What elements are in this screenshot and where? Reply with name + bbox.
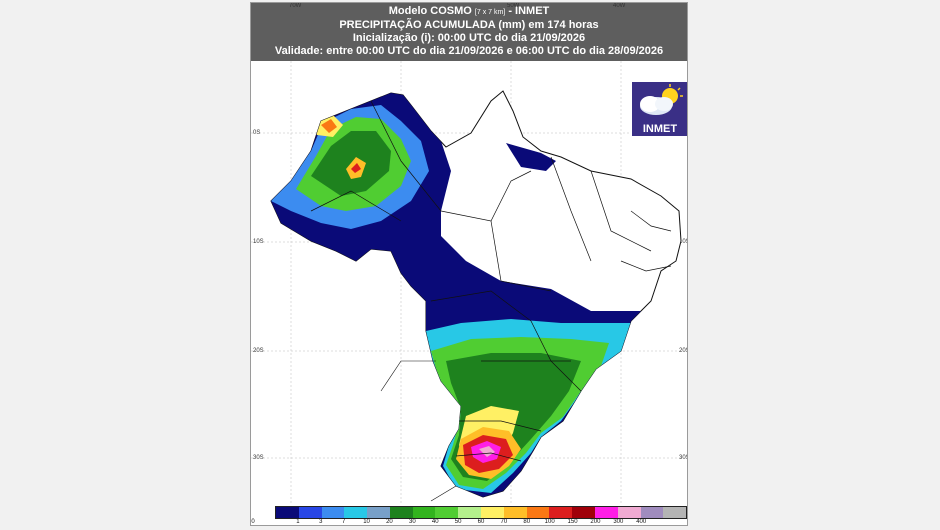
colorbar-swatch xyxy=(481,507,504,518)
colorbar-tick-label: 100 xyxy=(544,519,555,525)
map-panel: Modelo COSMO [7 x 7 km] - INMET PRECIPIT… xyxy=(250,2,688,526)
neighbor-borders xyxy=(380,360,457,502)
lat-label-30s: 30S xyxy=(253,455,264,461)
validity-line: Validade: entre 00:00 UTC do dia 21/09/2… xyxy=(274,45,664,57)
colorbar-swatch xyxy=(640,507,664,518)
colorbar-swatch xyxy=(663,507,687,518)
precipitation-colorbar xyxy=(275,506,687,519)
colorbar-tick-label: 0 xyxy=(251,519,255,525)
colorbar-tick-label: 3 xyxy=(319,519,323,525)
colorbar-tick-label: 40 xyxy=(431,519,439,525)
colorbar-swatch xyxy=(458,507,482,518)
colorbar-ticks: 0 1 3 7 10 20 30 40 50 60 70 80 100 150 200 300 400 xyxy=(251,519,687,525)
product-title: PRECIPITAÇÃO ACUMULADA (mm) em 174 horas xyxy=(339,19,599,31)
colorbar-swatch xyxy=(412,507,436,518)
precipitation-map xyxy=(251,61,687,505)
colorbar-tick-label: 150 xyxy=(567,519,578,525)
model-title: Modelo COSMO [7 x 7 km] - INMET xyxy=(388,5,550,17)
colorbar-tick-label: 300 xyxy=(613,519,624,525)
lon-label-50w: 50W xyxy=(507,3,520,9)
colorbar-swatch xyxy=(321,507,345,518)
colorbar-tick-label: 20 xyxy=(386,519,393,525)
inmet-logo: INMET xyxy=(631,81,687,137)
lon-label-40w: 40W xyxy=(613,3,626,9)
colorbar-tick-label: 50 xyxy=(454,519,462,525)
colorbar-tick-label: 10 xyxy=(363,519,370,525)
lat-label-20s: 20S xyxy=(253,348,264,354)
colorbar-swatch xyxy=(389,507,413,518)
colorbar-swatch xyxy=(572,507,595,518)
state-borders xyxy=(310,100,672,462)
colorbar-swatch xyxy=(367,507,390,518)
colorbar-swatch xyxy=(526,507,550,518)
colorbar-swatch xyxy=(435,507,459,518)
colorbar-tick-label: 30 xyxy=(408,519,416,525)
colorbar-swatch xyxy=(594,507,618,518)
lat-label-10s: 10S xyxy=(253,239,264,245)
colorbar-swatch xyxy=(298,507,322,518)
colorbar-swatch xyxy=(503,507,527,518)
colorbar-tick-label: 80 xyxy=(523,519,531,525)
colorbar-swatch xyxy=(344,507,368,518)
init-line: Inicialização (i): 00:00 UTC do dia 21/0… xyxy=(352,32,586,44)
lon-label-70w: 70W xyxy=(289,3,302,9)
colorbar-tick-label: 7 xyxy=(341,519,346,525)
colorbar-tick-label: 60 xyxy=(477,519,485,525)
colorbar-swatch xyxy=(549,507,573,518)
colorbar-tick-label: 200 xyxy=(590,519,601,525)
colorbar-swatch xyxy=(617,507,641,518)
colorbar-tick-label: 70 xyxy=(500,519,508,525)
colorbar-tick-label: 400 xyxy=(636,519,647,525)
map-header: Modelo COSMO [7 x 7 km] - INMET PRECIPIT… xyxy=(251,3,687,61)
weather-cloud-sun-icon xyxy=(640,84,683,115)
inmet-logo-text: INMET xyxy=(642,123,678,135)
colorbar-swatch xyxy=(276,507,299,518)
colorbar-tick-label: 1 xyxy=(296,519,300,525)
